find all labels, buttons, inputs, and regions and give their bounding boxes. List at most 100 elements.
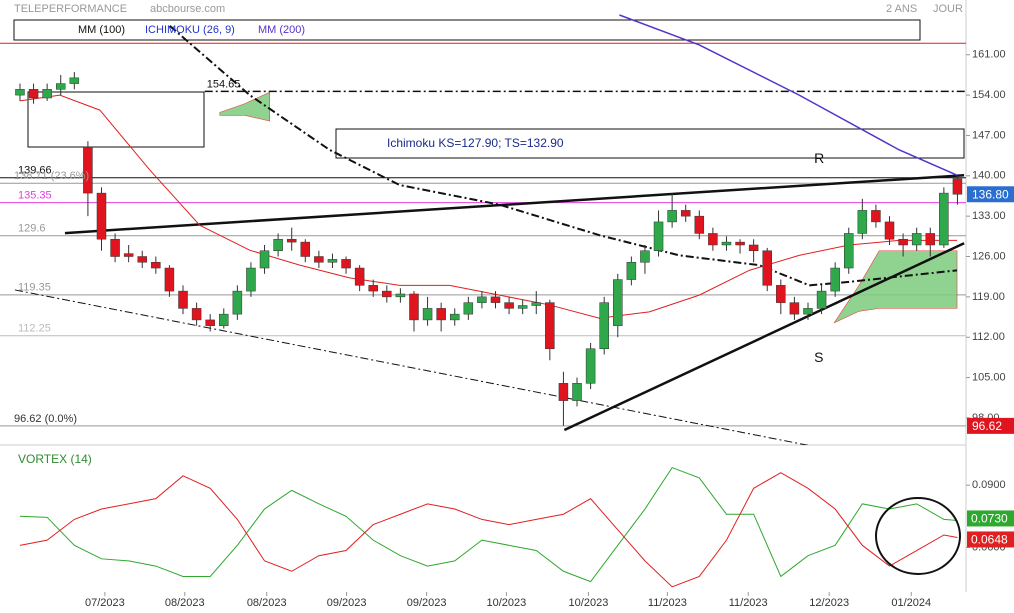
y-tick-label: 119.00: [972, 291, 1005, 303]
candle-body: [640, 250, 650, 263]
vortex-panel: [19, 466, 958, 588]
candle-body: [776, 285, 786, 303]
x-tick-label: 12/2023: [809, 597, 849, 609]
header-period: JOUR: [933, 3, 963, 15]
candle-body: [531, 302, 542, 306]
price-tag-label: 136.80: [972, 187, 1009, 201]
x-tick-label: 11/2023: [648, 597, 687, 609]
highlight-circle: [875, 497, 961, 575]
candle-body: [830, 267, 840, 292]
candle-body: [721, 241, 732, 246]
legend-entry: ICHIMOKU (26, 9): [145, 24, 235, 36]
x-tick-label: 08/2023: [165, 597, 205, 609]
candle-body: [871, 210, 881, 223]
candle-body: [449, 313, 460, 321]
candle-body: [151, 262, 161, 269]
candle-body: [300, 241, 311, 257]
vortex-line: [19, 466, 958, 583]
x-tick-label: 07/2023: [85, 597, 125, 609]
x-tick-label: 11/2023: [729, 597, 768, 609]
y-tick-label: 133.00: [972, 210, 1006, 222]
candle-body: [205, 319, 215, 326]
candle-body: [55, 83, 66, 90]
indicator-line: [169, 25, 958, 287]
candle-body: [191, 308, 202, 321]
candle-body: [939, 192, 949, 246]
trendline-label: S: [814, 349, 823, 365]
price-tag-label: 96.62: [972, 419, 1002, 433]
candle-body: [314, 256, 324, 263]
candle-body: [667, 210, 677, 223]
trendline-label: R: [814, 150, 824, 166]
legend-entry: MM (100): [78, 24, 125, 36]
candle-body: [354, 267, 365, 286]
header-source: abcbourse.com: [150, 3, 225, 15]
y-tick-label: 126.00: [972, 250, 1006, 262]
header-title: TELEPERFORMANCE: [14, 3, 127, 15]
y-tick-label: 112.00: [972, 331, 1005, 343]
candle-body: [436, 308, 446, 321]
value-tag: [967, 510, 1014, 527]
candle-body: [504, 302, 514, 309]
axes: 161.00 154.00 147.00 140.00 133.00 126.00 119.…: [14, 24, 1014, 609]
candle-body: [83, 146, 93, 194]
candle-body: [123, 253, 134, 257]
candle-body: [599, 302, 609, 349]
candle-body: [422, 308, 433, 321]
x-tick-label: 10/2023: [569, 597, 609, 609]
trendline: [14, 289, 810, 445]
candle-body: [803, 308, 813, 315]
candle-body: [110, 238, 120, 257]
level-label: 112.25: [18, 323, 51, 335]
candle-body: [409, 293, 419, 321]
trendline: [64, 173, 965, 235]
y-tick-label: 161.00: [972, 49, 1006, 61]
candle-body: [232, 290, 243, 315]
x-tick-label: 10/2023: [486, 597, 526, 609]
candle-body: [327, 259, 338, 263]
legend-box: [13, 19, 921, 41]
candle-body: [463, 302, 474, 315]
level-label: 129.6: [18, 223, 46, 235]
candle-body: [69, 77, 80, 84]
candle-body: [911, 233, 922, 246]
value-tag: [967, 531, 1014, 548]
candle-body: [680, 210, 691, 217]
candle-body: [382, 290, 392, 298]
candle-body: [748, 244, 759, 251]
level-label: 119.35: [18, 282, 51, 294]
header-range: 2 ANS: [886, 3, 917, 15]
candle-body: [517, 305, 528, 309]
candle-body: [178, 290, 188, 309]
candle-body: [708, 233, 718, 246]
candle-body: [137, 256, 148, 263]
annotation: Ichimoku KS=127.90; TS=132.90: [387, 136, 564, 150]
y-tick-label: 147.00: [972, 129, 1006, 141]
candle-body: [613, 279, 623, 326]
vortex-line: [19, 472, 958, 588]
candle-body: [952, 178, 963, 195]
candle-body: [341, 259, 351, 269]
price-tag: [967, 186, 1014, 203]
panel-title: VORTEX (14): [18, 452, 92, 466]
candle-body: [558, 383, 569, 401]
candle-body: [585, 348, 596, 384]
candle-body: [286, 238, 297, 243]
candle-body: [884, 221, 895, 240]
candle-body: [96, 192, 107, 240]
candle-body: [925, 233, 936, 246]
candle-body: [545, 302, 555, 349]
price-panel: [0, 14, 966, 445]
y-tick-label: 154.00: [972, 89, 1006, 101]
level-label: 154.65: [207, 78, 241, 90]
level-label: 96.62 (0.0%): [14, 413, 77, 425]
candle-body: [816, 290, 827, 309]
indicator-line: [19, 94, 958, 319]
candle-body: [653, 221, 664, 251]
candle-body: [762, 250, 772, 286]
indicator-line: [619, 14, 958, 176]
candle-body: [395, 293, 406, 298]
level-label: 139.66: [18, 165, 52, 177]
